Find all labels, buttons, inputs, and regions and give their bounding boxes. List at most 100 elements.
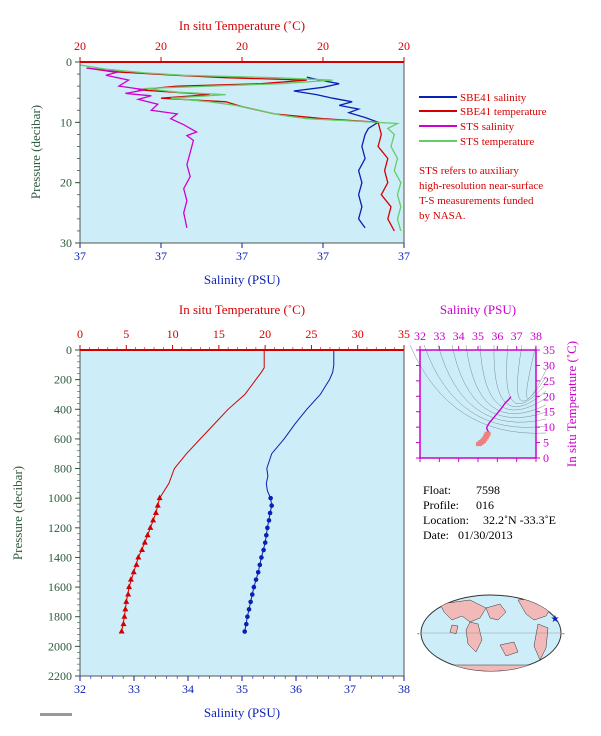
salinity-marker (255, 569, 261, 575)
temperature-tick-label: 10 (167, 327, 179, 341)
temperature-marker (120, 620, 127, 627)
legend-item-sts-temperature: STS temperature (419, 136, 534, 148)
salinity-tick-label: 37 (398, 249, 410, 263)
pressure-tick-label: 1800 (48, 610, 72, 624)
salinity-tick-label: 37 (344, 682, 356, 696)
temperature-tick-label: 0 (77, 327, 83, 341)
salinity-marker (262, 540, 268, 545)
near-surface-salinity-axis-label: Salinity (PSU) (204, 272, 280, 287)
pressure-tick-label: 800 (54, 462, 72, 476)
pressure-tick-label: 30 (60, 236, 72, 250)
ts-salinity-axis-label: Salinity (PSU) (440, 302, 516, 317)
legend-label: STS salinity (460, 121, 515, 133)
salinity-tick-label: 36 (290, 682, 302, 696)
temperature-tick-label: 15 (213, 327, 225, 341)
date-value: 01/30/2013 (458, 528, 513, 542)
salinity-marker (265, 525, 270, 531)
full-depth-panel: 0 5 10 15 20 25 30 35 32 33 34 35 36 37 38 0 200 400 600… (10, 302, 410, 720)
near-surface-line-sts-temperature (79, 64, 402, 232)
full-depth-temperature-axis-label: In situ Temperature (˚C) (179, 302, 305, 317)
temperature-marker (135, 553, 142, 560)
salinity-marker (261, 547, 266, 553)
salinity-marker (251, 584, 257, 590)
near-surface-plot-background (80, 62, 404, 243)
density-contour (479, 344, 547, 411)
full-depth-salinity-axis-label: Salinity (PSU) (204, 705, 280, 720)
salinity-tick-label: 32 (74, 682, 86, 696)
legend-item-sts-salinity: STS salinity (419, 121, 515, 133)
temperature-marker (150, 516, 157, 523)
salinity-tick-label: 37 (317, 249, 329, 263)
pressure-tick-label: 1400 (48, 550, 72, 564)
legend: SBE41 salinity SBE41 temperature STS sal… (419, 92, 547, 148)
pressure-tick-label: 0 (66, 55, 72, 69)
near-surface-temperature-axis-label: In situ Temperature (˚C) (179, 18, 305, 33)
pressure-tick-label: 10 (60, 115, 72, 129)
pressure-tick-label: 1600 (48, 580, 72, 594)
temperature-marker (121, 613, 128, 619)
full-depth-series (118, 350, 335, 634)
full-depth-salinity-ticks: 32 33 34 35 36 37 38 (74, 676, 410, 696)
pressure-tick-label: 0 (66, 343, 72, 357)
salinity-tick-label: 34 (182, 682, 194, 696)
salinity-tick-label: 37 (155, 249, 167, 263)
salinity-marker (268, 495, 273, 501)
legend-item-sbe41-salinity: SBE41 salinity (419, 92, 527, 104)
salinity-marker (248, 599, 253, 605)
legend-label: SBE41 temperature (460, 106, 547, 118)
near-surface-series (79, 64, 402, 232)
pressure-tick-label: 2200 (48, 669, 72, 683)
temperature-tick-label: 20 (74, 39, 86, 53)
near-surface-temperature-ticks: 20 20 20 20 20 (74, 39, 410, 62)
temperature-tick-label: 30 (352, 327, 364, 341)
salinity-marker (257, 562, 263, 568)
near-surface-pressure-ticks: 0 10 20 30 (60, 55, 80, 250)
temperature-tick-label: 20 (259, 327, 271, 341)
temperature-tick-label: 20 (236, 39, 248, 53)
density-contour (451, 344, 547, 418)
density-contour (517, 344, 547, 402)
temperature-marker (130, 568, 137, 575)
world-map: ★ - - (417, 594, 565, 672)
salinity-tick-label: 37 (74, 249, 86, 263)
ts-plot-background (420, 350, 536, 458)
ts-salinity-tick-label: 33 (433, 329, 445, 343)
legend-item-sbe41-temperature: SBE41 temperature (419, 106, 547, 118)
salinity-tick-label: 35 (236, 682, 248, 696)
near-surface-line-sts-salinity (86, 67, 199, 229)
sts-note: STS refers to auxiliary high-resolution … (419, 165, 543, 222)
temperature-marker (126, 583, 133, 590)
ts-temperature-tick-label: 30 (543, 358, 555, 372)
profile-label: Profile: (423, 498, 459, 512)
legend-label: SBE41 salinity (460, 92, 527, 104)
salinity-marker (266, 518, 272, 523)
salinity-marker (242, 629, 247, 634)
date-label: Date: (423, 528, 449, 542)
ts-temperature-tick-label: 0 (543, 451, 549, 465)
ts-salinity-tick-label: 32 (414, 329, 426, 343)
antarctica-land (429, 664, 551, 671)
density-contour (437, 344, 547, 423)
ts-deep-point (475, 442, 482, 447)
ts-salinity-tick-label: 36 (491, 329, 503, 343)
temperature-marker (152, 509, 159, 515)
temperature-tick-label: 20 (155, 39, 167, 53)
sts-note-line: T-S measurements funded (419, 195, 534, 207)
temperature-marker (144, 531, 151, 538)
sts-note-line: high-resolution near-surface (419, 180, 543, 192)
temperature-marker (154, 502, 161, 508)
near-surface-line-sbe41-salinity (293, 76, 380, 229)
ts-salinity-ticks: 32 33 34 35 36 37 38 (414, 329, 542, 462)
float-location-marker: ★ (551, 614, 560, 625)
full-depth-plot-background (80, 350, 404, 676)
temperature-marker (147, 524, 154, 530)
ts-series (475, 396, 512, 447)
africa-land (465, 621, 483, 653)
salinity-tick-label: 37 (236, 249, 248, 263)
salinity-marker (245, 614, 250, 620)
ts-temperature-tick-label: 20 (543, 389, 555, 403)
ts-temperature-tick-label: 15 (543, 405, 555, 419)
float-info: Float: 7598 Profile: 016 Location: 32.2˚… (423, 483, 556, 542)
